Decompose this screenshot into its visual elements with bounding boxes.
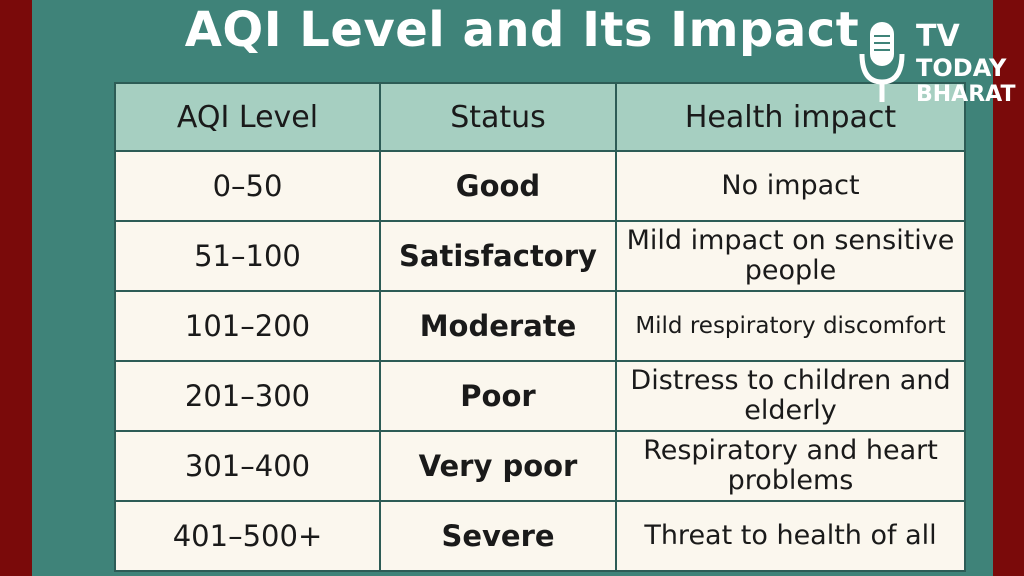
table-row: 51–100 Satisfactory Mild impact on sensi… bbox=[114, 220, 966, 292]
health-impact-cell: Mild impact on sensitive people bbox=[615, 220, 966, 292]
channel-logo: TV TODAY BHARAT bbox=[856, 18, 1016, 114]
status-cell: Moderate bbox=[379, 290, 617, 362]
header-health-impact: Health impact bbox=[615, 82, 966, 152]
aqi-level-cell: 51–100 bbox=[114, 220, 381, 292]
health-impact-cell: No impact bbox=[615, 150, 966, 222]
status-cell: Severe bbox=[379, 500, 617, 572]
header-aqi-level: AQI Level bbox=[114, 82, 381, 152]
table-row: 201–300 Poor Distress to children and el… bbox=[114, 360, 966, 432]
microphone-icon bbox=[859, 22, 905, 102]
table-row: 301–400 Very poor Respiratory and heart … bbox=[114, 430, 966, 502]
logo-text-tv: TV bbox=[916, 19, 960, 54]
health-impact-cell: Threat to health of all bbox=[615, 500, 966, 572]
table-row: 0–50 Good No impact bbox=[114, 150, 966, 222]
aqi-level-cell: 401–500+ bbox=[114, 500, 381, 572]
table-row: 101–200 Moderate Mild respiratory discom… bbox=[114, 290, 966, 362]
table-row: 401–500+ Severe Threat to health of all bbox=[114, 500, 966, 572]
status-cell: Satisfactory bbox=[379, 220, 617, 292]
logo-text-today: TODAY bbox=[916, 54, 1007, 82]
status-cell: Very poor bbox=[379, 430, 617, 502]
health-impact-cell: Distress to children and elderly bbox=[615, 360, 966, 432]
health-impact-cell: Mild respiratory discomfort bbox=[615, 290, 966, 362]
aqi-level-cell: 301–400 bbox=[114, 430, 381, 502]
aqi-level-cell: 201–300 bbox=[114, 360, 381, 432]
status-cell: Good bbox=[379, 150, 617, 222]
aqi-level-cell: 0–50 bbox=[114, 150, 381, 222]
status-cell: Poor bbox=[379, 360, 617, 432]
table-header-row: AQI Level Status Health impact bbox=[114, 82, 966, 152]
health-impact-cell: Respiratory and heart problems bbox=[615, 430, 966, 502]
logo-text-bharat: BHARAT bbox=[916, 82, 1016, 107]
aqi-level-cell: 101–200 bbox=[114, 290, 381, 362]
content-panel: AQI Level and Its Impact AQI Level Statu… bbox=[32, 0, 993, 576]
page-title: AQI Level and Its Impact bbox=[184, 2, 860, 58]
aqi-table: AQI Level Status Health impact 0–50 Good… bbox=[114, 82, 966, 572]
header-status: Status bbox=[379, 82, 617, 152]
